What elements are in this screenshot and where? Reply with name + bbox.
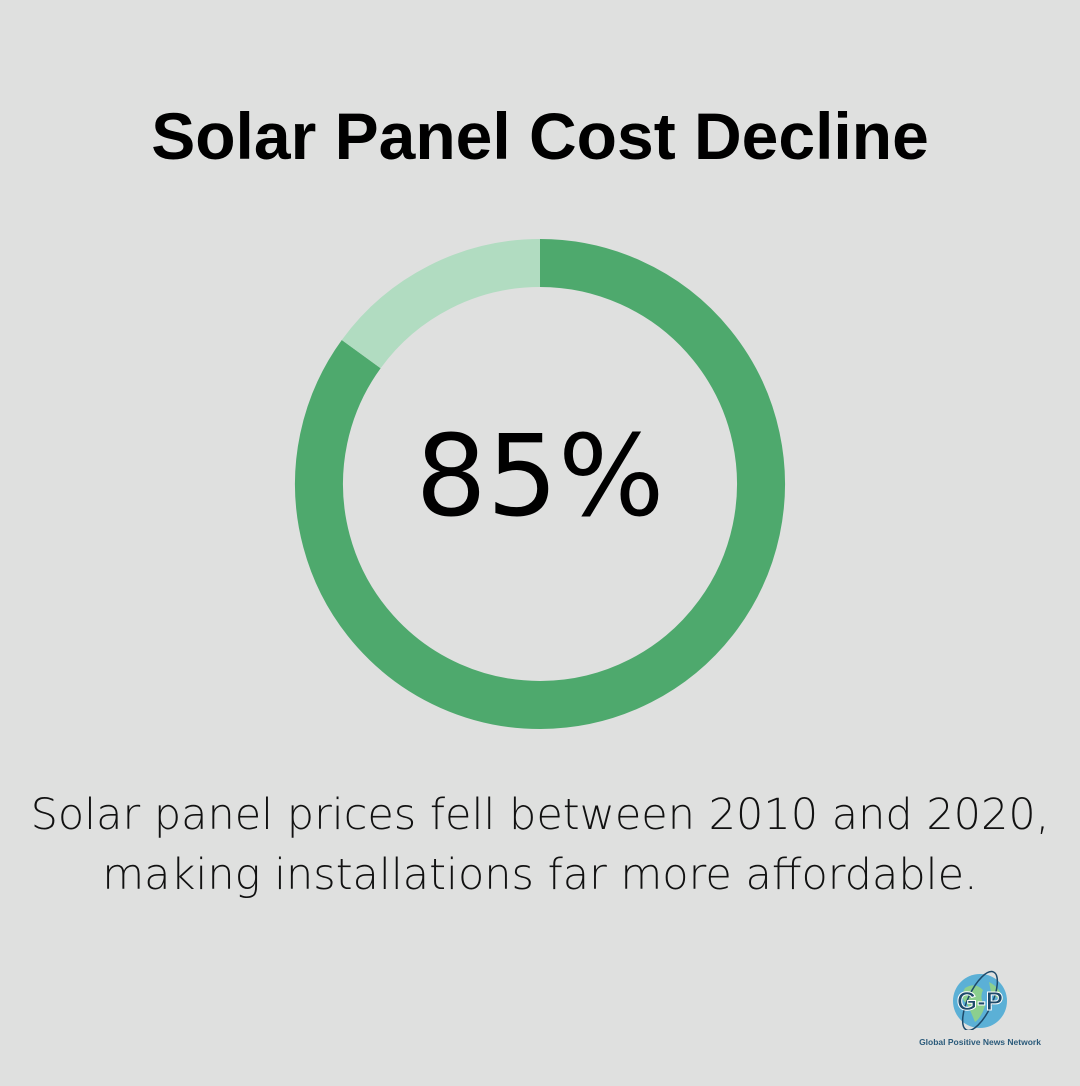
logo-text: Global Positive News Network (919, 1037, 1041, 1047)
logo: G-P Global Positive News Network (915, 968, 1045, 1047)
center-percentage: 85% (415, 412, 665, 542)
donut-chart (295, 239, 785, 729)
donut-segment-1 (341, 239, 541, 369)
logo-letters: G-P (957, 986, 1003, 1016)
caption: Solar panel prices fell between 2010 and… (30, 790, 1050, 900)
globe-logo-icon: G-P (953, 970, 1007, 1032)
donut-segment-0 (295, 239, 785, 729)
chart-title: Solar Panel Cost Decline (151, 99, 929, 173)
